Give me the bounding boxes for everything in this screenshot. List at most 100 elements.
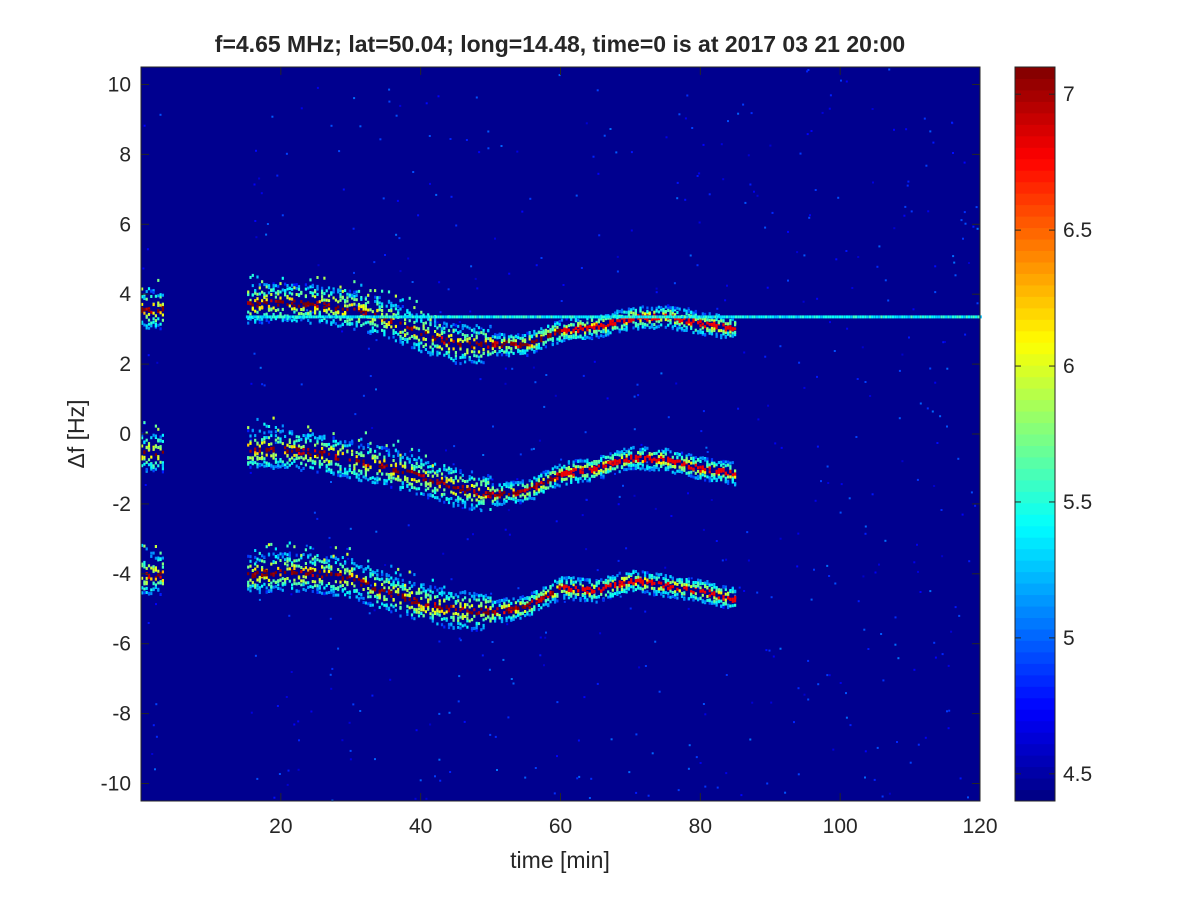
trace-cell xyxy=(147,309,151,312)
noise-cell xyxy=(353,97,356,100)
trace-cell xyxy=(279,465,282,469)
trace-cell xyxy=(517,345,520,349)
trace-cell xyxy=(274,309,277,312)
trace-cell xyxy=(547,333,550,337)
trace-cell xyxy=(574,465,577,469)
trace-cell xyxy=(507,335,511,339)
trace-cell xyxy=(457,619,460,623)
trace-cell xyxy=(293,299,296,303)
trace-cell xyxy=(360,296,363,299)
trace-cell xyxy=(595,595,598,599)
trace-cell xyxy=(258,292,261,296)
trace-cell xyxy=(431,469,434,473)
trace-cell xyxy=(270,317,273,321)
trace-cell xyxy=(353,467,356,471)
trace-cell xyxy=(293,304,296,308)
trace-cell xyxy=(258,575,261,579)
trace-cell xyxy=(427,600,430,604)
trace-cell xyxy=(614,311,617,315)
trace-cell xyxy=(364,581,367,585)
trace-cell xyxy=(145,460,148,464)
trace-cell xyxy=(487,495,490,498)
trace-cell xyxy=(318,578,321,582)
trace-cell xyxy=(392,329,395,333)
trace-cell xyxy=(311,433,314,436)
trace-cell xyxy=(297,438,301,442)
trace-cell xyxy=(537,482,540,486)
trace-cell xyxy=(503,350,506,354)
noise-cell xyxy=(346,547,349,550)
trace-cell xyxy=(487,600,490,604)
trace-cell xyxy=(415,600,418,604)
trace-cell xyxy=(600,457,603,461)
trace-cell xyxy=(563,477,566,481)
trace-cell xyxy=(565,473,568,477)
trace-cell xyxy=(143,308,146,312)
trace-cell xyxy=(417,614,421,618)
trace-cell xyxy=(161,562,164,566)
trace-cell xyxy=(505,348,508,352)
trace-cell xyxy=(410,605,414,609)
trace-cell xyxy=(452,612,455,616)
trace-cell xyxy=(143,565,146,569)
trace-cell xyxy=(639,467,642,471)
trace-cell xyxy=(482,597,485,601)
trace-cell xyxy=(533,345,536,349)
trace-cell xyxy=(447,485,451,489)
noise-cell xyxy=(829,94,832,97)
trace-cell xyxy=(274,465,277,469)
trace-cell xyxy=(383,459,386,463)
trace-cell xyxy=(593,462,596,465)
trace-cell xyxy=(519,344,522,348)
trace-cell xyxy=(249,449,252,453)
trace-cell xyxy=(300,553,303,557)
noise-cell xyxy=(258,177,261,180)
trace-cell xyxy=(420,596,423,600)
trace-cell xyxy=(284,318,287,322)
trace-cell xyxy=(424,488,427,492)
trace-cell xyxy=(660,456,663,459)
trace-cell xyxy=(339,562,342,566)
trace-cell xyxy=(664,310,667,313)
noise-cell xyxy=(856,378,859,380)
trace-cell xyxy=(152,582,155,586)
trace-cell xyxy=(284,293,287,297)
trace-cell xyxy=(351,558,354,562)
trace-cell xyxy=(286,319,289,322)
trace-cell xyxy=(145,290,148,293)
trace-cell xyxy=(464,490,467,494)
trace-cell xyxy=(408,311,411,315)
trace-cell xyxy=(272,449,275,453)
trace-cell xyxy=(660,461,663,465)
trace-cell xyxy=(556,329,559,333)
trace-cell xyxy=(618,328,621,332)
noise-cell xyxy=(442,325,444,328)
trace-cell xyxy=(394,324,397,328)
trace-cell xyxy=(593,322,596,326)
trace-cell xyxy=(341,578,344,582)
noise-cell xyxy=(583,696,586,699)
trace-cell xyxy=(646,467,649,471)
trace-cell xyxy=(376,324,379,328)
trace-cell xyxy=(332,296,335,300)
noise-cell xyxy=(968,560,971,563)
trace-cell xyxy=(487,607,490,611)
noise-cell xyxy=(317,264,320,267)
trace-cell xyxy=(697,331,700,335)
trace-cell xyxy=(272,579,275,583)
noise-cell xyxy=(249,438,252,441)
trace-cell xyxy=(332,590,335,594)
trace-cell xyxy=(422,345,425,348)
trace-cell xyxy=(339,580,342,584)
trace-cell xyxy=(258,457,261,460)
trace-cell xyxy=(286,287,289,291)
trace-cell xyxy=(618,458,621,462)
trace-cell xyxy=(704,318,707,322)
trace-cell xyxy=(410,616,414,620)
trace-cell xyxy=(258,283,261,287)
trace-cell xyxy=(424,478,427,482)
trace-cell xyxy=(577,480,580,483)
trace-cell xyxy=(558,468,561,472)
trace-cell xyxy=(572,464,575,468)
noise-cell xyxy=(861,346,864,349)
